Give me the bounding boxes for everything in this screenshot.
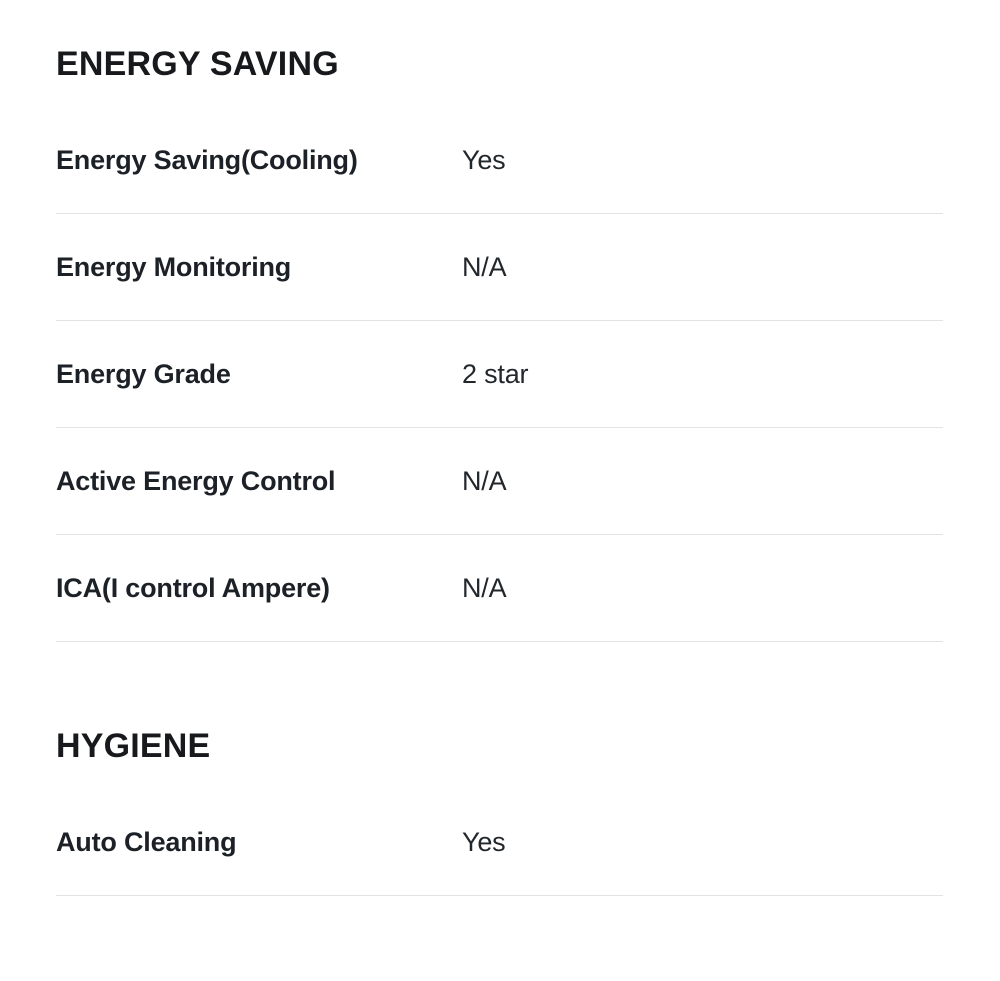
spec-row: ICA(I control Ampere) N/A [56, 535, 943, 642]
spec-row-label: Energy Monitoring [56, 251, 292, 282]
spec-row: Active Energy Control N/A [56, 428, 943, 535]
spec-row-value: N/A [462, 572, 507, 603]
spec-rows: Energy Saving(Cooling) Yes Energy Monito… [56, 107, 943, 642]
spec-row: Energy Saving(Cooling) Yes [56, 107, 943, 214]
spec-row-label: Energy Saving(Cooling) [56, 144, 358, 175]
product-spec-page: ENERGY SAVING Energy Saving(Cooling) Yes… [0, 44, 1000, 896]
spec-section-title: HYGIENE [56, 727, 211, 765]
spec-row: Auto Cleaning Yes [56, 789, 943, 896]
spec-section-title: ENERGY SAVING [56, 45, 339, 83]
spec-section: ENERGY SAVING Energy Saving(Cooling) Yes… [56, 44, 943, 642]
spec-section: HYGIENE Auto Cleaning Yes [56, 726, 943, 896]
spec-row-label: ICA(I control Ampere) [56, 572, 330, 603]
spec-row-value: Yes [462, 144, 506, 175]
spec-rows: Auto Cleaning Yes [56, 789, 943, 896]
spec-row: Energy Monitoring N/A [56, 214, 943, 321]
spec-row-label: Energy Grade [56, 358, 231, 389]
spec-row-label: Active Energy Control [56, 465, 336, 496]
spec-sections: ENERGY SAVING Energy Saving(Cooling) Yes… [56, 44, 943, 896]
spec-row-value: 2 star [462, 358, 529, 389]
spec-row-value: N/A [462, 251, 507, 282]
spec-row-value: N/A [462, 465, 507, 496]
spec-row: Energy Grade 2 star [56, 321, 943, 428]
spec-row-value: Yes [462, 826, 506, 857]
spec-row-label: Auto Cleaning [56, 826, 237, 857]
